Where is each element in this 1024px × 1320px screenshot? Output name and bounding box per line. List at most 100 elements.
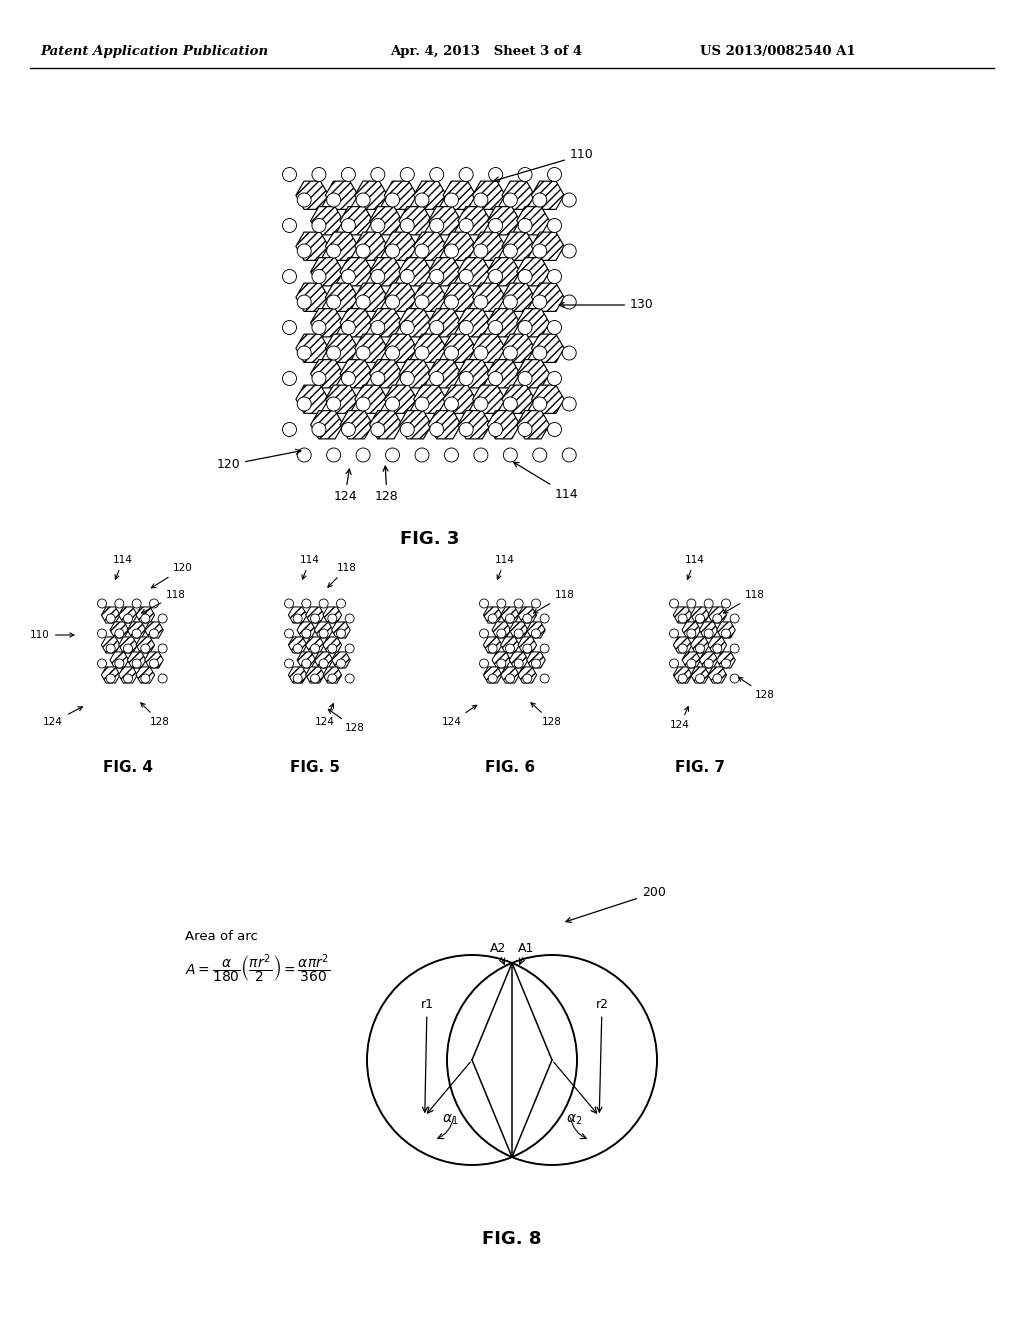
Circle shape: [132, 630, 141, 638]
Polygon shape: [708, 638, 727, 653]
Circle shape: [678, 614, 687, 623]
Polygon shape: [399, 411, 431, 438]
Polygon shape: [119, 638, 137, 653]
Circle shape: [158, 644, 167, 653]
Text: 118: 118: [724, 590, 765, 612]
Polygon shape: [674, 607, 692, 623]
Circle shape: [293, 675, 302, 682]
Polygon shape: [310, 257, 343, 286]
Polygon shape: [487, 257, 520, 286]
Polygon shape: [483, 607, 502, 623]
Circle shape: [474, 193, 487, 207]
Circle shape: [523, 614, 531, 623]
Polygon shape: [428, 309, 461, 337]
Circle shape: [106, 614, 115, 623]
Circle shape: [548, 371, 561, 385]
Circle shape: [506, 675, 514, 682]
Circle shape: [444, 193, 459, 207]
Text: 114: 114: [113, 554, 133, 579]
Circle shape: [532, 294, 547, 309]
Circle shape: [459, 269, 473, 284]
Circle shape: [297, 244, 311, 257]
Circle shape: [430, 422, 443, 437]
Circle shape: [504, 294, 517, 309]
Circle shape: [283, 168, 297, 181]
Polygon shape: [674, 638, 692, 653]
Circle shape: [687, 630, 696, 638]
Text: 128: 128: [531, 702, 562, 727]
Circle shape: [518, 219, 532, 232]
Circle shape: [540, 644, 549, 653]
Circle shape: [678, 675, 687, 682]
Polygon shape: [531, 334, 564, 363]
Circle shape: [474, 244, 487, 257]
Polygon shape: [127, 622, 146, 638]
Polygon shape: [682, 622, 700, 638]
Polygon shape: [472, 181, 505, 210]
Text: 124: 124: [442, 705, 477, 727]
Circle shape: [319, 659, 328, 668]
Polygon shape: [691, 638, 710, 653]
Circle shape: [540, 614, 549, 623]
Polygon shape: [517, 411, 550, 438]
Circle shape: [488, 422, 503, 437]
Circle shape: [488, 219, 503, 232]
Text: $\alpha_2$: $\alpha_2$: [566, 1113, 583, 1127]
Circle shape: [497, 599, 506, 609]
Polygon shape: [323, 607, 342, 623]
Circle shape: [713, 644, 722, 653]
Circle shape: [97, 659, 106, 668]
Text: 128: 128: [141, 702, 170, 727]
Circle shape: [327, 397, 341, 411]
Polygon shape: [483, 638, 502, 653]
Polygon shape: [472, 334, 505, 363]
Circle shape: [158, 675, 167, 682]
Circle shape: [312, 371, 326, 385]
Polygon shape: [502, 385, 535, 413]
Circle shape: [695, 675, 705, 682]
Polygon shape: [323, 638, 342, 653]
Circle shape: [319, 599, 328, 609]
Polygon shape: [443, 385, 476, 413]
Circle shape: [312, 321, 326, 334]
Circle shape: [730, 614, 739, 623]
Polygon shape: [502, 232, 535, 260]
Polygon shape: [384, 282, 417, 312]
Polygon shape: [443, 181, 476, 210]
Circle shape: [386, 193, 399, 207]
Text: 128: 128: [375, 466, 399, 503]
Text: r1: r1: [421, 998, 433, 1113]
Circle shape: [297, 294, 311, 309]
Polygon shape: [518, 607, 537, 623]
Polygon shape: [354, 181, 387, 210]
Circle shape: [327, 346, 341, 360]
Circle shape: [310, 675, 319, 682]
Polygon shape: [414, 334, 446, 363]
Polygon shape: [472, 385, 505, 413]
Polygon shape: [340, 257, 373, 286]
Polygon shape: [297, 622, 315, 638]
Circle shape: [548, 269, 561, 284]
Polygon shape: [414, 282, 446, 312]
Text: 114: 114: [495, 554, 515, 579]
Polygon shape: [502, 181, 535, 210]
Polygon shape: [332, 652, 350, 668]
Polygon shape: [428, 207, 461, 235]
Polygon shape: [531, 385, 564, 413]
Circle shape: [562, 346, 577, 360]
Polygon shape: [306, 638, 325, 653]
Polygon shape: [370, 411, 402, 438]
Circle shape: [713, 614, 722, 623]
Circle shape: [310, 614, 319, 623]
Circle shape: [285, 630, 294, 638]
Polygon shape: [101, 638, 120, 653]
Circle shape: [386, 346, 399, 360]
Circle shape: [400, 371, 415, 385]
Polygon shape: [399, 309, 431, 337]
Polygon shape: [310, 411, 343, 438]
Text: $A = \dfrac{\alpha}{180}\left(\dfrac{\pi r^2}{2}\right) = \dfrac{\alpha\pi r^2}{: $A = \dfrac{\alpha}{180}\left(\dfrac{\pi…: [185, 952, 331, 985]
Circle shape: [548, 321, 561, 334]
Circle shape: [371, 219, 385, 232]
Text: Patent Application Publication: Patent Application Publication: [40, 45, 268, 58]
Polygon shape: [399, 257, 431, 286]
